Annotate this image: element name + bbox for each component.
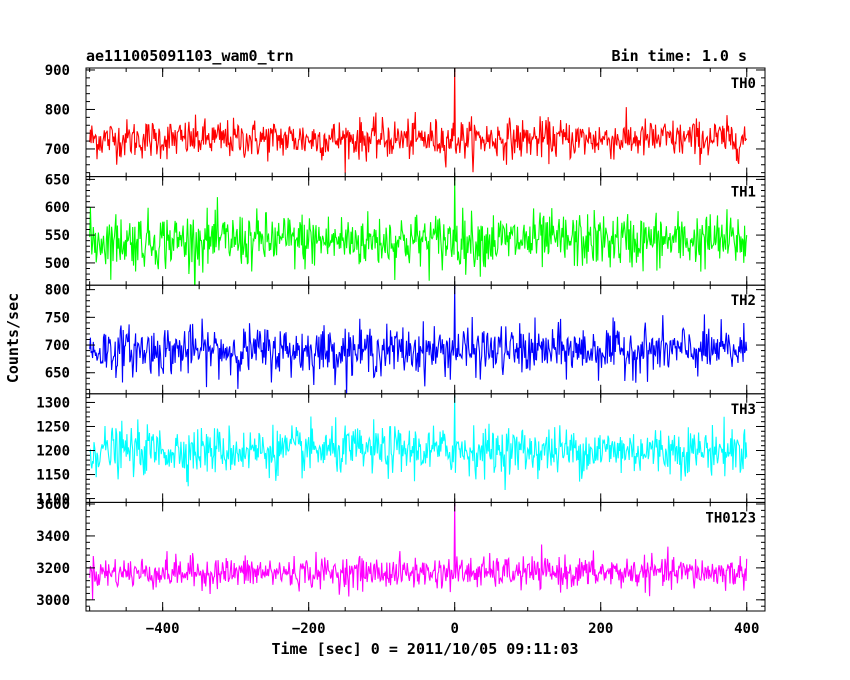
bin-time-label: Bin time: 1.0 s: [612, 47, 747, 65]
x-axis: −400 −200 0 200 400: [146, 621, 760, 637]
y-tick-label: 800: [45, 102, 70, 118]
y-tick-label: 700: [45, 142, 70, 158]
y-tick-label: 750: [45, 310, 70, 326]
y-tick-label: 650: [45, 172, 70, 188]
y-tick-label: 1100: [36, 492, 70, 508]
y-tick-label: 550: [45, 228, 70, 244]
panel-th0123: 3000 3200 3400 3600 TH0123: [36, 497, 766, 612]
panel-th2: 650 700 750 800 TH2: [45, 283, 766, 395]
y-tick-label: 3400: [36, 529, 70, 545]
panel-th1: 500 550 600 650 TH1: [45, 172, 766, 286]
y-tick-label: 3200: [36, 561, 70, 577]
x-tick-label: 200: [588, 621, 613, 637]
x-tick-label: 0: [450, 621, 458, 637]
y-tick-label: 1150: [36, 468, 70, 484]
y-tick-label: 1250: [36, 419, 70, 435]
panel-th3: 1100 1150 1200 1250 1300 TH3: [36, 393, 766, 508]
series-line-th2: [89, 285, 748, 394]
x-axis-label: Time [sec] 0 = 2011/10/05 09:11:03: [271, 640, 578, 658]
x-tick-label: −400: [146, 621, 180, 637]
x-tick-label: −200: [292, 621, 326, 637]
panel-label-th1: TH1: [731, 185, 756, 201]
panel-frame: [85, 67, 766, 178]
series-line-th3: [89, 395, 748, 491]
y-tick-label: 800: [45, 283, 70, 299]
y-tick-label: 1200: [36, 444, 70, 460]
panel-frame: [85, 501, 766, 612]
y-tick-label: 900: [45, 63, 70, 79]
panel-label-th2: TH2: [731, 293, 756, 309]
panels-group: 700 800 900 TH0 500 550 600 650 TH1 650 700 750 800 T…: [36, 63, 766, 612]
x-tick-label: 400: [734, 621, 759, 637]
series-line-th1: [89, 176, 748, 286]
y-tick-label: 650: [45, 366, 70, 382]
y-tick-label: 500: [45, 256, 70, 272]
y-tick-label: 600: [45, 200, 70, 216]
y-axis-label: Counts/sec: [4, 293, 22, 383]
panel-label-th3: TH3: [731, 402, 756, 418]
chart-title: ae111005091103_wam0_trn: [86, 47, 294, 65]
y-tick-label: 3000: [36, 593, 70, 609]
series-line-th0123: [89, 502, 748, 600]
y-tick-label: 700: [45, 338, 70, 354]
panel-label-th0123: TH0123: [705, 510, 756, 526]
series-line-th0: [89, 68, 748, 174]
panel-th0: 700 800 900 TH0: [45, 63, 766, 178]
y-tick-label: 3600: [36, 497, 70, 513]
y-tick-label: 1300: [36, 395, 70, 411]
panel-label-th0: TH0: [731, 76, 756, 92]
